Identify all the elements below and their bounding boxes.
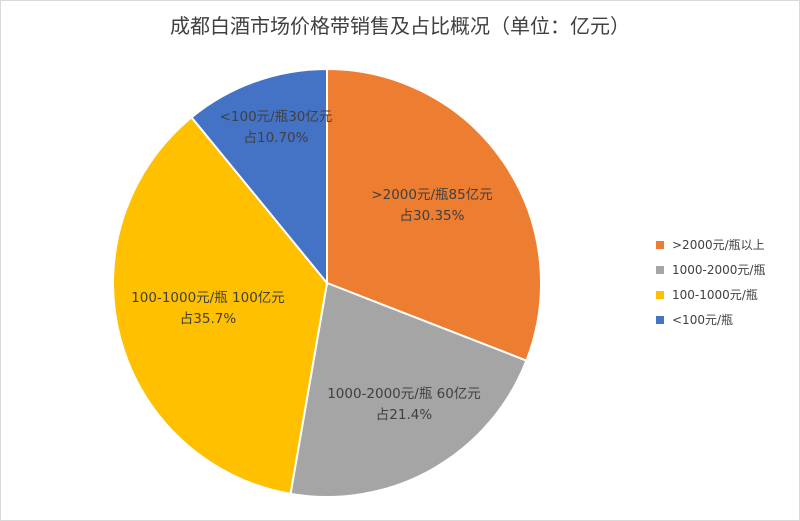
data-label: 100-1000元/瓶 100亿元占35.7% xyxy=(131,290,285,327)
legend-item: >2000元/瓶以上 xyxy=(656,232,765,257)
legend-item: 1000-2000元/瓶 xyxy=(656,257,765,282)
legend-swatch xyxy=(656,265,664,274)
legend-swatch xyxy=(656,240,664,249)
pie-slice xyxy=(289,281,528,498)
legend-swatch xyxy=(656,290,664,299)
chart-title: 成都白酒市场价格带销售及占比概况（单位：亿元） xyxy=(170,14,630,38)
legend-item: 100-1000元/瓶 xyxy=(656,282,765,307)
pie-slice xyxy=(190,67,328,286)
pie-slice xyxy=(326,67,542,362)
legend-item: <100元/瓶 xyxy=(656,307,765,332)
data-label: 1000-2000元/瓶 60亿元占21.4% xyxy=(327,386,481,423)
legend-label: <100元/瓶 xyxy=(672,313,734,327)
data-label: >2000元/瓶85亿元占30.35% xyxy=(371,187,492,224)
legend-label: 1000-2000元/瓶 xyxy=(672,263,766,277)
data-label: <100元/瓶30亿元占10.70% xyxy=(220,109,333,146)
legend-swatch xyxy=(656,315,664,324)
legend-label: >2000元/瓶以上 xyxy=(672,238,765,252)
legend-label: 100-1000元/瓶 xyxy=(672,288,758,302)
pie-slice xyxy=(112,115,329,496)
legend: >2000元/瓶以上 1000-2000元/瓶 100-1000元/瓶 <100… xyxy=(656,232,765,332)
